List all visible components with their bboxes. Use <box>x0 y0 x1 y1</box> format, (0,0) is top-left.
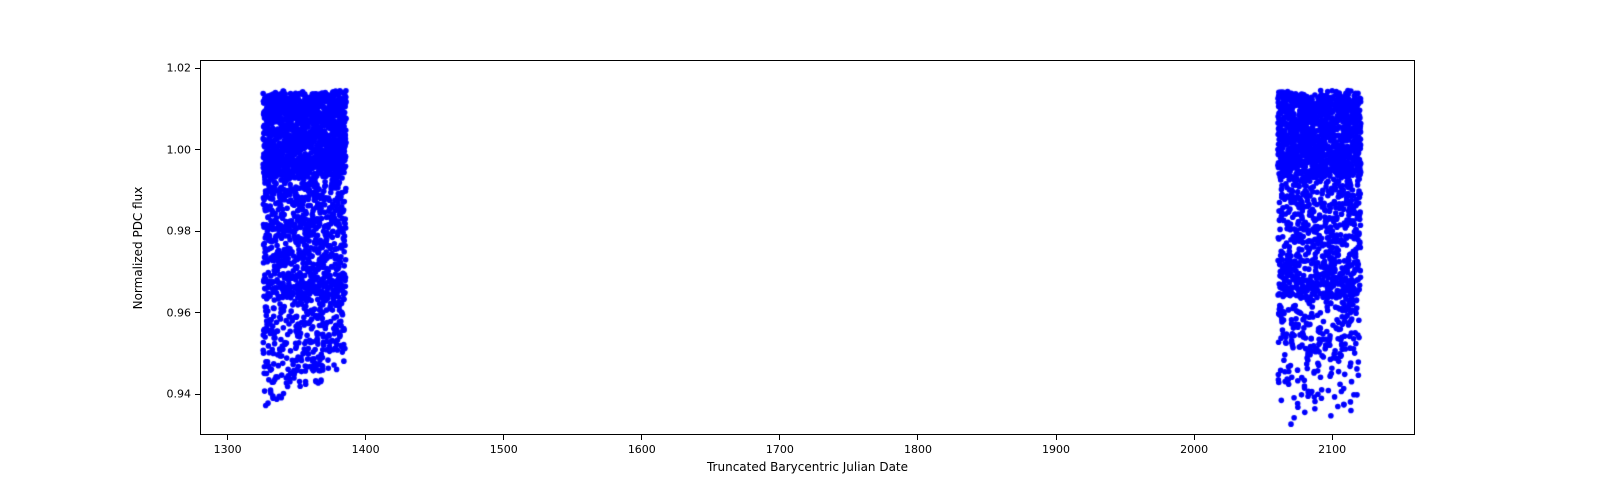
y-tick-label: 1.00 <box>167 143 192 156</box>
y-tick-label: 0.94 <box>167 388 192 401</box>
y-axis-label: Normalized PDC flux <box>131 186 145 309</box>
x-tick-label: 1600 <box>628 443 656 456</box>
scatter-points <box>201 61 1416 436</box>
figure: 1300 1400 1500 1600 1700 1800 1900 2000 2100 0.9… <box>0 0 1600 500</box>
x-tick-mark <box>1332 435 1333 440</box>
y-tick-mark <box>195 149 200 150</box>
x-tick-mark <box>1194 435 1195 440</box>
x-tick-mark <box>503 435 504 440</box>
y-tick-label: 1.02 <box>167 62 192 75</box>
y-tick-label: 0.96 <box>167 306 192 319</box>
x-tick-mark <box>779 435 780 440</box>
y-tick-mark <box>195 231 200 232</box>
x-tick-label: 1700 <box>766 443 794 456</box>
y-tick-mark <box>195 312 200 313</box>
x-tick-mark <box>365 435 366 440</box>
x-tick-label: 2100 <box>1318 443 1346 456</box>
x-tick-label: 1800 <box>904 443 932 456</box>
x-axis-label: Truncated Barycentric Julian Date <box>707 460 908 474</box>
x-tick-label: 1400 <box>352 443 380 456</box>
x-tick-mark <box>917 435 918 440</box>
y-tick-label: 0.98 <box>167 225 192 238</box>
x-tick-label: 1900 <box>1042 443 1070 456</box>
x-tick-mark <box>641 435 642 440</box>
x-tick-mark <box>227 435 228 440</box>
x-tick-mark <box>1056 435 1057 440</box>
x-tick-label: 1500 <box>490 443 518 456</box>
y-tick-mark <box>195 68 200 69</box>
y-tick-mark <box>195 394 200 395</box>
x-tick-label: 1300 <box>214 443 242 456</box>
x-tick-label: 2000 <box>1180 443 1208 456</box>
plot-area <box>200 60 1415 435</box>
